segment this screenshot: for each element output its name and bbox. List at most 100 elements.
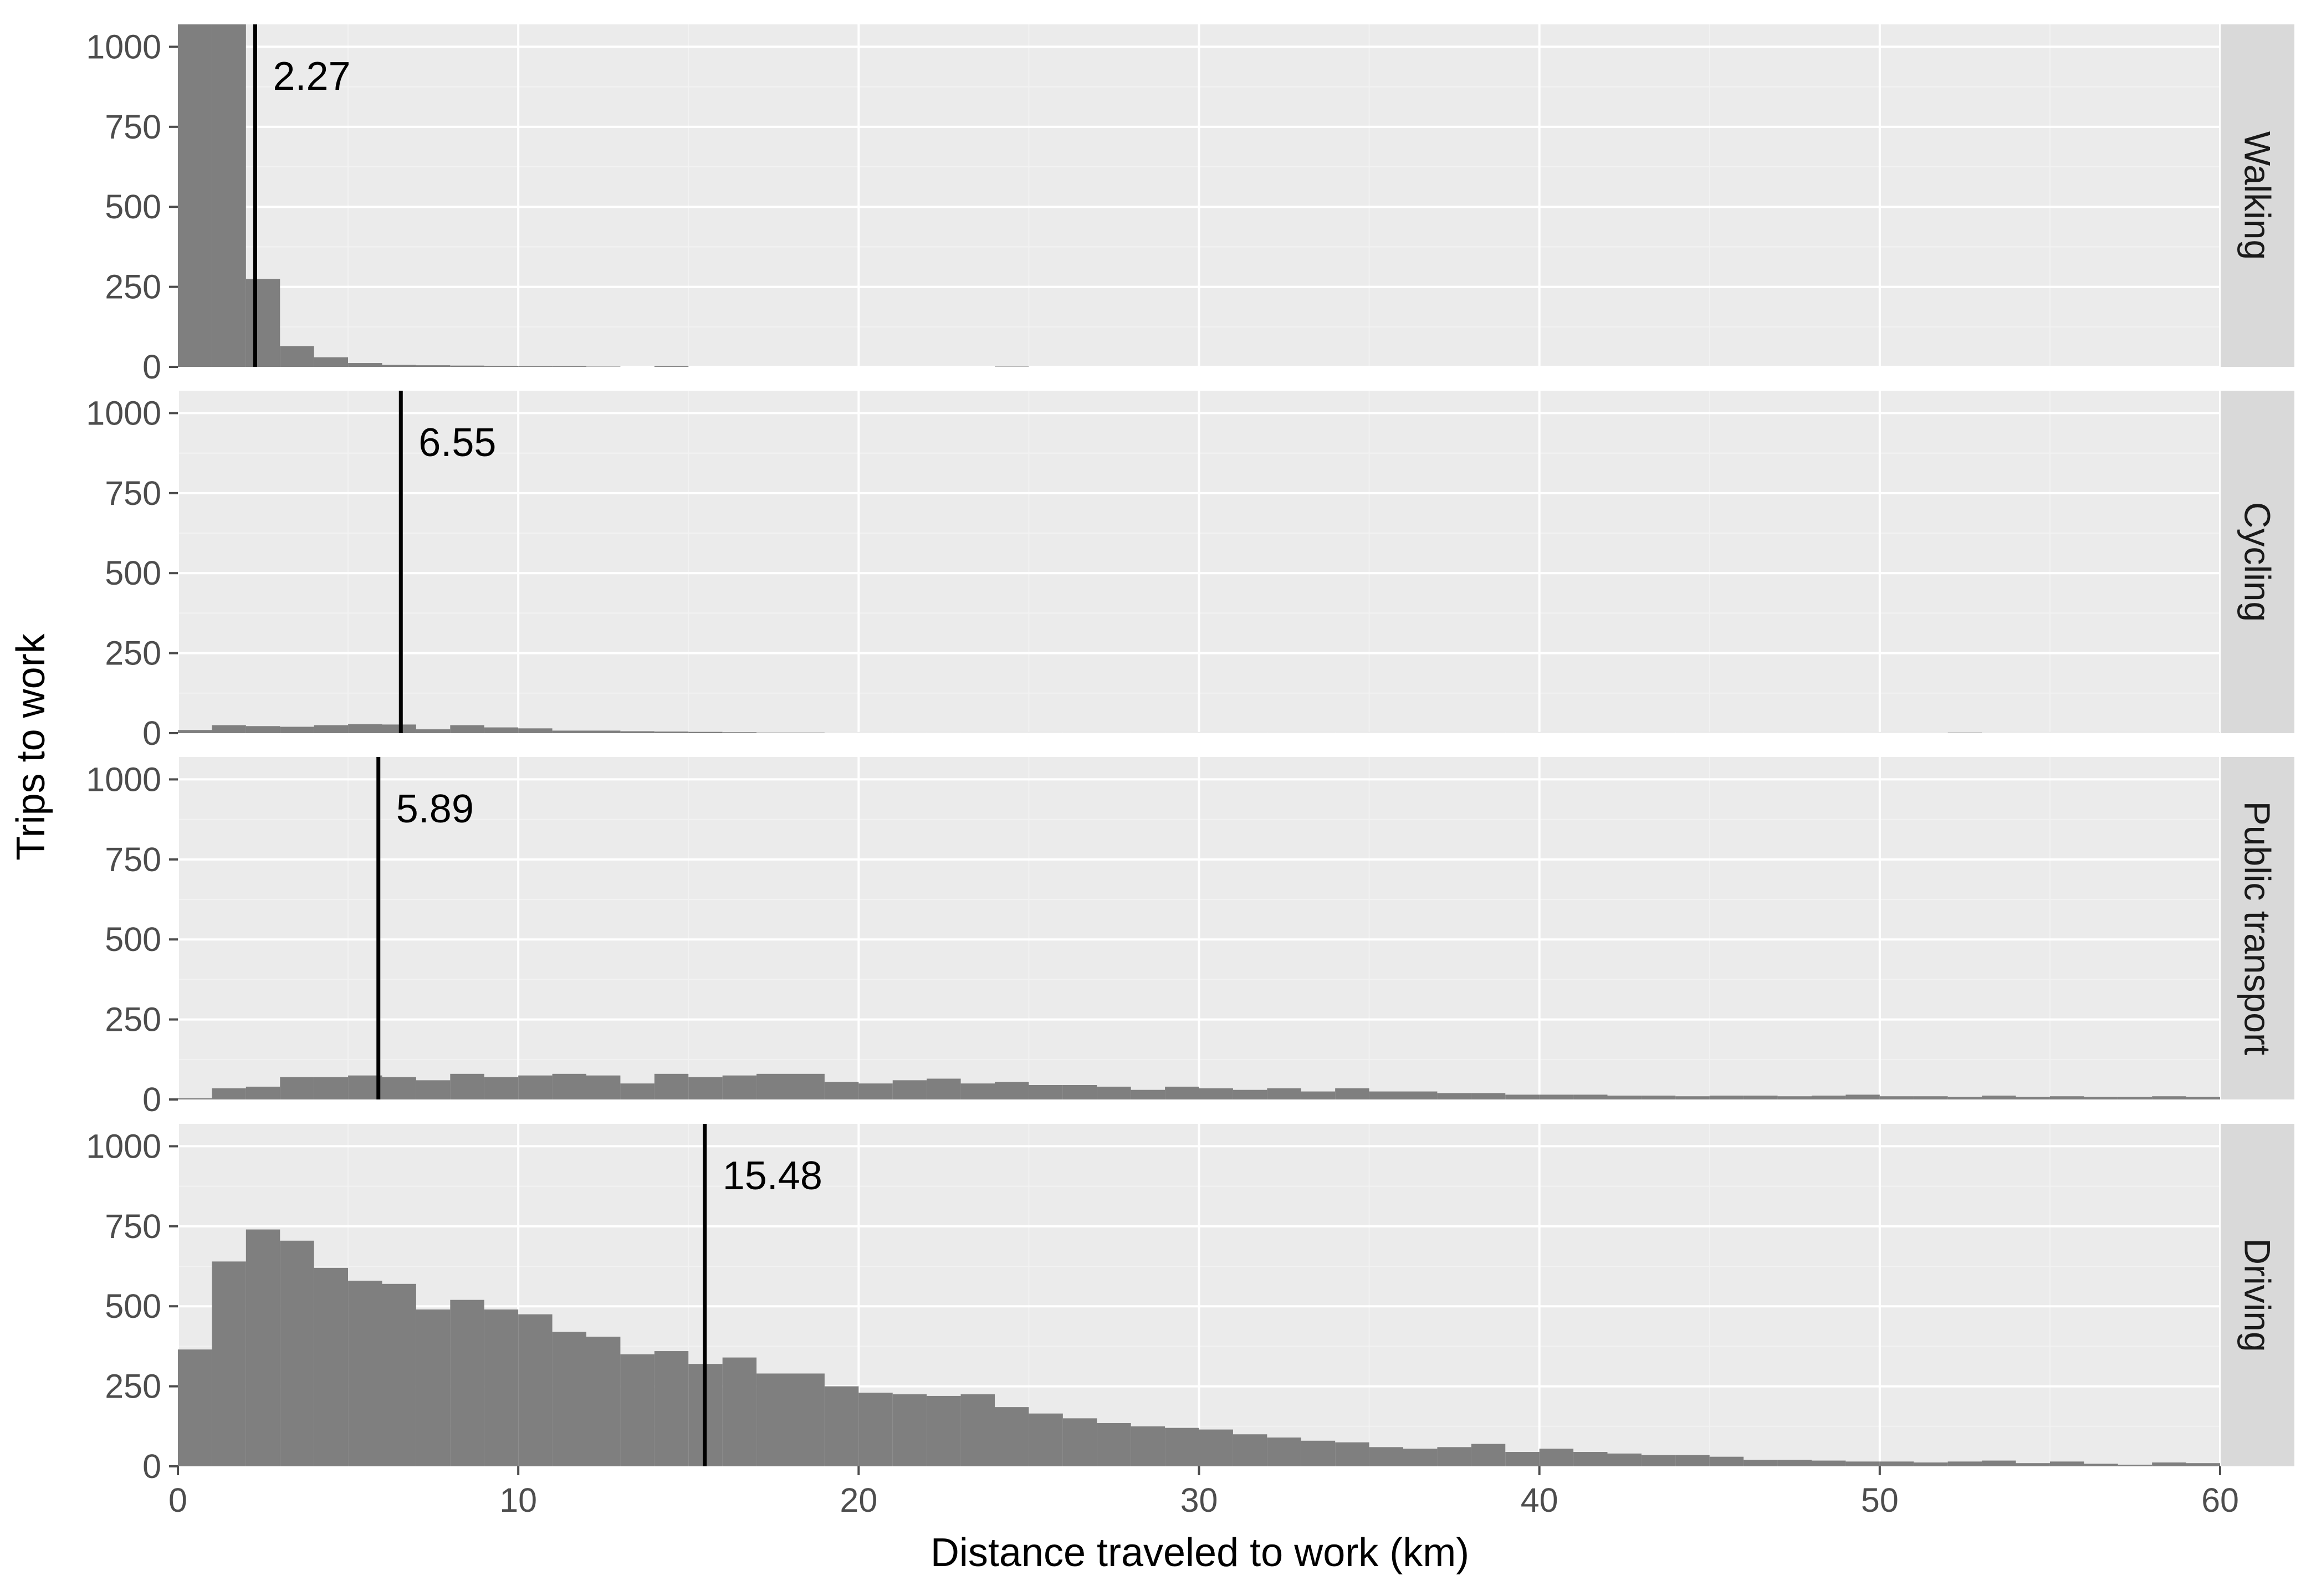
histogram-bar (1301, 1440, 1336, 1466)
histogram-bar (178, 1098, 212, 1099)
histogram-bar (348, 363, 382, 367)
histogram-bar (722, 732, 757, 733)
histogram-bar (995, 1082, 1029, 1099)
mean-label: 15.48 (723, 1154, 822, 1198)
histogram-bar (314, 725, 349, 733)
y-tick-label: 750 (105, 474, 161, 512)
x-tick-label: 50 (1861, 1481, 1899, 1519)
histogram-bar (1165, 1086, 1199, 1099)
histogram-bar (246, 726, 280, 733)
histogram-bar (1369, 1447, 1403, 1466)
facet-panels: 2.2702505007501000Walking6.5502505007501… (86, 24, 2294, 1485)
facet-strip (2221, 1124, 2294, 1466)
histogram-bar (927, 1395, 961, 1466)
histogram-bar (212, 725, 246, 733)
histogram-bar (1539, 1094, 1574, 1099)
histogram-bar (1914, 1462, 1948, 1466)
histogram-bar (2084, 1464, 2118, 1466)
y-tick-label: 0 (142, 714, 161, 752)
histogram-bar (1437, 1093, 1471, 1099)
histogram-bar (314, 1077, 349, 1099)
histogram-bar (1573, 1452, 1608, 1466)
histogram-bar (2152, 1096, 2186, 1099)
y-tick-label: 250 (105, 1368, 161, 1405)
histogram-bar (416, 1080, 451, 1099)
y-tick-label: 0 (142, 1081, 161, 1118)
y-tick-label: 1000 (86, 1127, 161, 1165)
histogram-bar (1165, 1428, 1199, 1466)
histogram-bar (2016, 1463, 2050, 1466)
histogram-bar (382, 365, 416, 367)
histogram-bar (382, 1283, 416, 1466)
histogram-bar (2118, 1465, 2152, 1466)
histogram-bar (1029, 1085, 1063, 1099)
x-tick-label: 20 (840, 1481, 877, 1519)
facet-public-transport: 5.89 0 250 500 750 1000 Public transport (86, 757, 2294, 1118)
histogram-bar (1675, 1455, 1710, 1466)
histogram-bar (620, 1083, 655, 1099)
histogram-bar (416, 365, 451, 367)
histogram-bar (1539, 1449, 1574, 1466)
facet-strip (2221, 391, 2294, 733)
histogram-bar (450, 725, 484, 733)
histogram-bar (1199, 1088, 1233, 1099)
histogram-bar (416, 729, 451, 733)
histogram-bar (892, 1080, 927, 1099)
histogram-bar (552, 730, 586, 733)
histogram-bar (1471, 1093, 1506, 1099)
histogram-bar (552, 366, 586, 367)
facet-strip-label: Walking (2237, 131, 2278, 260)
histogram-bar (1403, 1449, 1438, 1466)
histogram-bar (1062, 1418, 1097, 1466)
facet-strip-label: Public transport (2237, 801, 2278, 1056)
facet-walking: 2.27 0 250 500 750 1000 Walking (86, 24, 2294, 386)
facet-cycling: 6.55 0 250 500 750 1000 Cycling (86, 391, 2294, 752)
histogram-bar (620, 731, 655, 733)
facet-strip (2221, 757, 2294, 1099)
histogram-bar (1267, 1088, 1301, 1099)
histogram-bar (484, 727, 519, 733)
facet-driving: 15.48 0 250 500 750 1000 Driving (86, 1124, 2294, 1485)
histogram-bar (518, 1314, 553, 1466)
histogram-bar (995, 366, 1029, 367)
histogram-bar (1812, 1460, 1846, 1466)
histogram-bar (450, 365, 484, 367)
histogram-bar (2049, 1096, 2084, 1099)
histogram-bar (1233, 1089, 1267, 1099)
histogram-bar (484, 366, 519, 367)
histogram-bar (2016, 1097, 2050, 1099)
histogram-bar (1505, 1452, 1540, 1466)
histogram-bar (178, 730, 212, 733)
histogram-bar (654, 1073, 689, 1099)
histogram-bar (1914, 1096, 1948, 1099)
histogram-bar (348, 1281, 382, 1466)
histogram-bar (1777, 1096, 1812, 1099)
histogram-bar (280, 1077, 314, 1099)
histogram-bar (280, 346, 314, 367)
histogram-bar (586, 1075, 621, 1099)
histogram-bar (484, 1077, 519, 1099)
y-tick-label: 750 (105, 841, 161, 878)
histogram-bar (892, 1394, 927, 1466)
histogram-bar (1744, 1096, 1778, 1099)
histogram-bar (1131, 1426, 1165, 1466)
histogram-bar (382, 1077, 416, 1099)
histogram-bar (450, 1300, 484, 1466)
y-tick-label: 750 (105, 108, 161, 146)
histogram-bar (1675, 1096, 1710, 1099)
histogram-bar (1607, 1096, 1642, 1099)
histogram-bar (722, 1357, 757, 1466)
y-tick-label: 250 (105, 635, 161, 672)
histogram-bar (1845, 1094, 1880, 1099)
histogram-bar (2186, 1463, 2220, 1466)
histogram-bar (586, 366, 621, 367)
histogram-bar (654, 1351, 689, 1466)
histogram-bar (1505, 1094, 1540, 1099)
mean-label: 6.55 (418, 421, 496, 465)
histogram-bar (1641, 1455, 1676, 1466)
histogram-bar (790, 1373, 825, 1466)
histogram-bar (586, 1337, 621, 1466)
y-tick-label: 0 (142, 1447, 161, 1485)
histogram-bar (280, 1240, 314, 1466)
